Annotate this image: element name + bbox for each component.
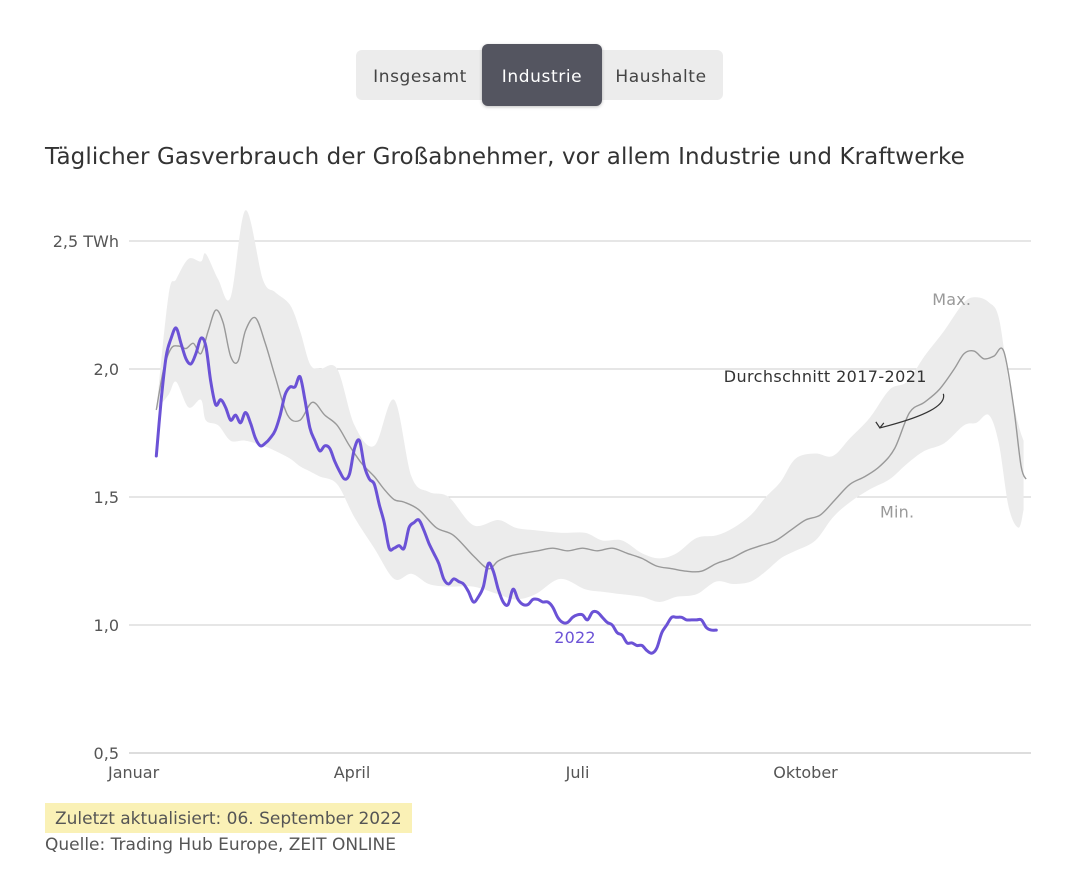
- chart-title: Täglicher Gasverbrauch der Großabnehmer,…: [45, 144, 965, 170]
- y-tick-label: 1,5: [94, 488, 119, 507]
- label-average: Durchschnitt 2017-2021: [724, 367, 927, 386]
- line-2022: [154, 326, 718, 655]
- label-min: Min.: [880, 502, 914, 521]
- x-tick-label: Juli: [565, 763, 590, 782]
- y-tick-label: 2,0: [94, 360, 119, 379]
- min-max-band: [156, 210, 1024, 602]
- x-tick-label: Oktober: [773, 763, 838, 782]
- average-line: [155, 309, 1027, 573]
- annotation-arrow: [879, 393, 945, 429]
- last-updated-note: Zuletzt aktualisiert: 06. September 2022: [45, 803, 412, 833]
- y-tick-label: 1,0: [94, 616, 119, 635]
- annotation-arrowhead: [875, 421, 885, 429]
- x-tick-label: Januar: [107, 763, 160, 782]
- y-tick-label: 0,5: [94, 744, 119, 763]
- tab-insgesamt[interactable]: Insgesamt: [373, 67, 467, 87]
- label-max: Max.: [932, 290, 971, 309]
- label-2022: 2022: [554, 628, 596, 647]
- tab-haushalte[interactable]: Haushalte: [615, 67, 707, 87]
- y-tick-label: 2,5 TWh: [53, 232, 119, 251]
- source-note: Quelle: Trading Hub Europe, ZEIT ONLINE: [45, 835, 396, 855]
- tab-industrie[interactable]: Industrie: [482, 44, 602, 106]
- x-tick-label: April: [334, 763, 371, 782]
